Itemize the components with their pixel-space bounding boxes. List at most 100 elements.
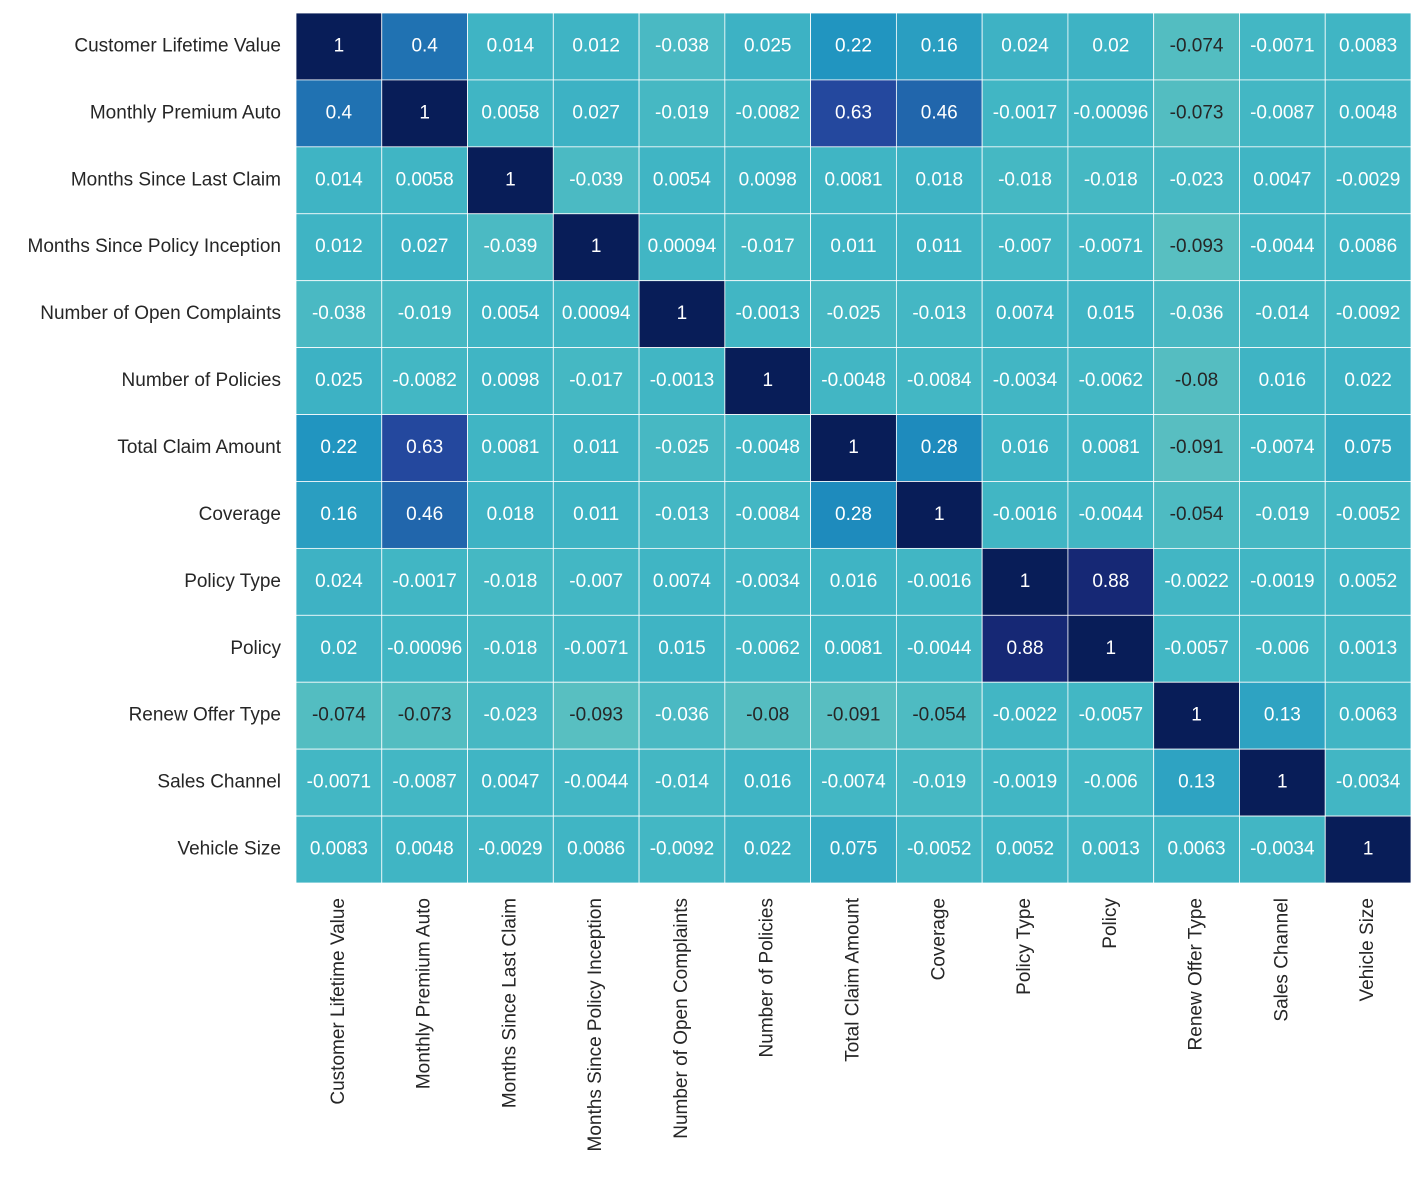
heatmap-cell <box>810 280 897 349</box>
cell-label: 0.00094 <box>648 236 717 257</box>
y-tick-label: Monthly Premium Auto <box>90 102 281 123</box>
cell-label: 1 <box>934 504 945 525</box>
heatmap-cell <box>295 614 383 683</box>
heatmap-cell <box>295 12 383 81</box>
x-tick-label: Monthly Premium Auto <box>414 898 435 1089</box>
heatmap-cell <box>1324 347 1412 415</box>
cell-label: 0.0013 <box>1339 638 1397 659</box>
cell-label: 0.02 <box>320 638 357 659</box>
x-tick-label: Number of Policies <box>757 898 778 1057</box>
heatmap-cell <box>724 414 812 482</box>
heatmap-cell <box>810 481 897 549</box>
cell-label: 1 <box>1191 705 1202 726</box>
cell-label: -0.018 <box>483 638 537 659</box>
cell-label: 1 <box>762 370 773 391</box>
heatmap-cell <box>552 547 640 616</box>
x-tick-label: Months Since Last Claim <box>499 898 520 1108</box>
cell-label: -0.0016 <box>907 571 971 592</box>
heatmap-cell <box>724 748 812 817</box>
cell-label: -0.0044 <box>564 772 629 793</box>
heatmap-cell <box>295 815 383 884</box>
heatmap-cell <box>895 681 983 750</box>
heatmap-cell <box>895 12 983 81</box>
cell-label: -0.0082 <box>736 102 800 123</box>
cell-label: -0.0019 <box>1250 571 1314 592</box>
heatmap-cell <box>1324 748 1412 817</box>
cell-label: 1 <box>591 236 602 257</box>
cell-label: 0.0052 <box>996 839 1054 860</box>
heatmap-cell <box>1239 481 1326 549</box>
y-tick-label: Number of Open Complaints <box>40 303 281 324</box>
cell-label: -0.0084 <box>907 370 972 391</box>
heatmap-cell <box>1239 748 1326 817</box>
cell-label: -0.0087 <box>392 772 456 793</box>
heatmap-cell <box>638 280 726 349</box>
cell-label: -0.006 <box>1255 638 1309 659</box>
heatmap-cell <box>1153 481 1240 549</box>
heatmap-cell <box>552 481 640 549</box>
y-tick-label: Sales Channel <box>157 772 281 793</box>
heatmap-cell <box>1324 280 1412 349</box>
x-tick-label: Number of Open Complaints <box>671 898 692 1139</box>
cell-label: -0.0071 <box>1250 35 1314 56</box>
cell-label: -0.0048 <box>821 370 885 391</box>
heatmap-cell <box>1239 213 1326 282</box>
cell-label: 0.00094 <box>562 303 631 324</box>
heatmap-cell <box>810 213 897 282</box>
heatmap-cell <box>1153 347 1240 415</box>
heatmap-cell <box>895 481 983 549</box>
x-tick-label: Policy Type <box>1014 898 1035 995</box>
cell-label: -0.00096 <box>387 638 462 659</box>
cell-label: -0.0071 <box>307 772 371 793</box>
cell-label: -0.0019 <box>993 772 1057 793</box>
cell-label: -0.036 <box>1170 303 1224 324</box>
cell-label: 1 <box>1106 638 1117 659</box>
cell-label: -0.0013 <box>736 303 800 324</box>
heatmap-cell <box>638 481 726 549</box>
cell-label: 0.014 <box>315 169 363 190</box>
heatmap-cell <box>552 414 640 482</box>
cell-label: -0.013 <box>912 303 966 324</box>
heatmap-cell <box>810 347 897 415</box>
cell-label: -0.0022 <box>1164 571 1228 592</box>
cell-label: -0.0052 <box>907 839 971 860</box>
cell-label: -0.0062 <box>736 638 800 659</box>
cell-label: 0.0058 <box>396 169 454 190</box>
cell-label: -0.019 <box>1255 504 1309 525</box>
cell-label: -0.0074 <box>821 772 886 793</box>
cell-label: -0.0044 <box>907 638 972 659</box>
cell-label: -0.039 <box>569 169 623 190</box>
heatmap-cell <box>724 12 812 81</box>
heatmap-cell <box>1324 481 1412 549</box>
cell-label: -0.0029 <box>478 839 542 860</box>
heatmap-cell <box>724 79 812 148</box>
y-tick-label: Total Claim Amount <box>117 437 281 458</box>
cell-label: -0.038 <box>655 35 709 56</box>
heatmap-cell <box>381 748 468 817</box>
heatmap-cell <box>981 815 1069 884</box>
cell-label: -0.018 <box>998 169 1052 190</box>
heatmap-cell <box>1153 614 1240 683</box>
heatmap-cell <box>381 815 468 884</box>
cell-label: 0.024 <box>1001 35 1049 56</box>
cell-label: 0.0058 <box>481 102 539 123</box>
heatmap-cell <box>295 146 383 215</box>
cell-label: 0.027 <box>401 236 449 257</box>
heatmap-cell <box>381 280 468 349</box>
heatmap-cell <box>895 213 983 282</box>
cell-label: -0.0022 <box>993 705 1057 726</box>
heatmap-cell <box>638 815 726 884</box>
heatmap-cell <box>981 481 1069 549</box>
heatmap-cell <box>1324 79 1412 148</box>
cell-label: -0.0052 <box>1336 504 1400 525</box>
cell-label: 0.88 <box>1092 571 1129 592</box>
heatmap-cell <box>1239 614 1326 683</box>
cell-label: 0.016 <box>1001 437 1049 458</box>
cell-label: 0.0063 <box>1168 839 1226 860</box>
cell-label: 0.0054 <box>653 169 712 190</box>
cell-label: -0.073 <box>398 705 452 726</box>
x-tick-label: Sales Channel <box>1271 898 1292 1022</box>
cell-label: -0.054 <box>912 705 966 726</box>
heatmap-cell <box>638 414 726 482</box>
